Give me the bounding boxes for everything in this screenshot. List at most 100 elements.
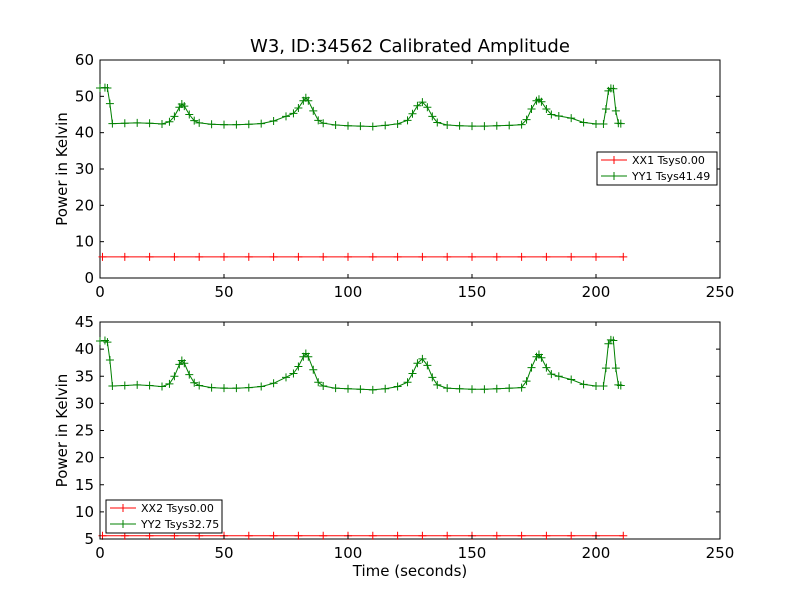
y-tick-label: 45 bbox=[75, 313, 94, 331]
data-point bbox=[108, 119, 117, 128]
data-point bbox=[381, 121, 390, 130]
data-point bbox=[413, 359, 422, 368]
data-point bbox=[611, 106, 620, 115]
data-point bbox=[145, 119, 154, 128]
x-tick-label: 250 bbox=[706, 544, 735, 562]
data-point bbox=[96, 336, 104, 345]
data-point bbox=[567, 114, 576, 123]
y-tick-label: 0 bbox=[84, 269, 94, 287]
data-point bbox=[145, 252, 154, 261]
data-point bbox=[522, 115, 531, 124]
data-point bbox=[103, 83, 112, 92]
y-tick-label: 20 bbox=[75, 196, 94, 214]
data-point bbox=[180, 102, 189, 111]
data-point bbox=[344, 252, 352, 261]
data-point bbox=[220, 384, 228, 393]
legend-entry: XX1 Tsys0.00 bbox=[601, 154, 705, 167]
data-point bbox=[294, 103, 303, 112]
y-axis-label: Power in Kelvin bbox=[53, 374, 71, 488]
legend-entry: XX2 Tsys0.00 bbox=[110, 502, 214, 515]
data-point bbox=[244, 252, 253, 261]
x-tick-label: 100 bbox=[334, 544, 363, 562]
data-point bbox=[103, 338, 112, 347]
data-point bbox=[609, 84, 618, 93]
y-tick-label: 10 bbox=[75, 503, 94, 521]
data-point bbox=[120, 119, 129, 128]
data-point bbox=[554, 111, 563, 120]
data-point bbox=[232, 384, 241, 393]
data-point bbox=[537, 97, 546, 106]
data-point bbox=[195, 252, 204, 261]
data-point bbox=[592, 382, 600, 391]
legend-marker bbox=[610, 172, 618, 180]
data-point bbox=[190, 116, 199, 125]
data-point bbox=[468, 122, 476, 131]
data-point bbox=[257, 382, 266, 391]
data-point bbox=[120, 381, 129, 390]
data-point bbox=[413, 101, 422, 110]
legend-box bbox=[105, 499, 223, 534]
data-point bbox=[423, 103, 432, 112]
data-point bbox=[220, 252, 228, 261]
data-point bbox=[443, 384, 452, 393]
data-point bbox=[428, 373, 437, 382]
data-point bbox=[368, 252, 377, 261]
data-point bbox=[567, 252, 576, 261]
data-point bbox=[133, 118, 142, 127]
data-point bbox=[517, 531, 526, 540]
data-point bbox=[517, 120, 526, 129]
x-tick-label: 50 bbox=[214, 283, 233, 301]
data-point bbox=[579, 380, 588, 389]
data-point bbox=[165, 117, 174, 126]
data-point bbox=[269, 252, 278, 261]
data-point bbox=[428, 112, 437, 121]
data-point bbox=[294, 252, 303, 261]
data-point bbox=[522, 377, 531, 386]
data-point bbox=[611, 364, 620, 373]
data-point bbox=[505, 121, 514, 130]
data-point bbox=[158, 382, 166, 391]
y-tick-label: 30 bbox=[75, 160, 94, 178]
data-point bbox=[599, 382, 608, 391]
data-point bbox=[537, 353, 546, 362]
data-point bbox=[105, 99, 114, 108]
data-point bbox=[408, 109, 417, 118]
y-axis-label: Power in Kelvin bbox=[53, 112, 71, 226]
data-point bbox=[170, 372, 179, 381]
data-point bbox=[98, 252, 107, 261]
data-point bbox=[368, 122, 377, 131]
data-point bbox=[393, 252, 402, 261]
data-point bbox=[207, 383, 216, 392]
data-point bbox=[356, 122, 365, 131]
data-point bbox=[304, 352, 313, 361]
data-point bbox=[468, 385, 476, 394]
data-point bbox=[309, 365, 318, 374]
data-point bbox=[282, 373, 290, 382]
y-tick-label: 50 bbox=[75, 87, 94, 105]
data-point bbox=[356, 385, 365, 394]
legend-marker bbox=[119, 520, 127, 528]
data-point bbox=[381, 384, 390, 393]
top-subplot: 0 50 100 150 200 250 0 10 20 30 40 50 60 Power in Kel… bbox=[53, 51, 734, 301]
data-point bbox=[601, 364, 610, 373]
data-point bbox=[579, 118, 588, 127]
data-point bbox=[319, 531, 328, 540]
data-point bbox=[170, 252, 179, 261]
data-point bbox=[517, 383, 526, 392]
data-point bbox=[542, 105, 551, 114]
data-point bbox=[185, 110, 194, 119]
data-point bbox=[257, 119, 266, 128]
data-point bbox=[282, 112, 290, 121]
data-point bbox=[207, 120, 216, 129]
data-point bbox=[195, 381, 204, 390]
data-point bbox=[601, 105, 610, 114]
data-point bbox=[105, 355, 114, 364]
legend-label: XX1 Tsys0.00 bbox=[632, 154, 705, 167]
data-point bbox=[294, 362, 303, 371]
data-point bbox=[547, 370, 556, 379]
data-point bbox=[393, 382, 402, 391]
data-point bbox=[443, 121, 452, 130]
data-point bbox=[527, 363, 536, 372]
legend: XX1 Tsys0.00 YY1 Tsys41.49 bbox=[596, 151, 718, 186]
data-point bbox=[344, 384, 352, 393]
